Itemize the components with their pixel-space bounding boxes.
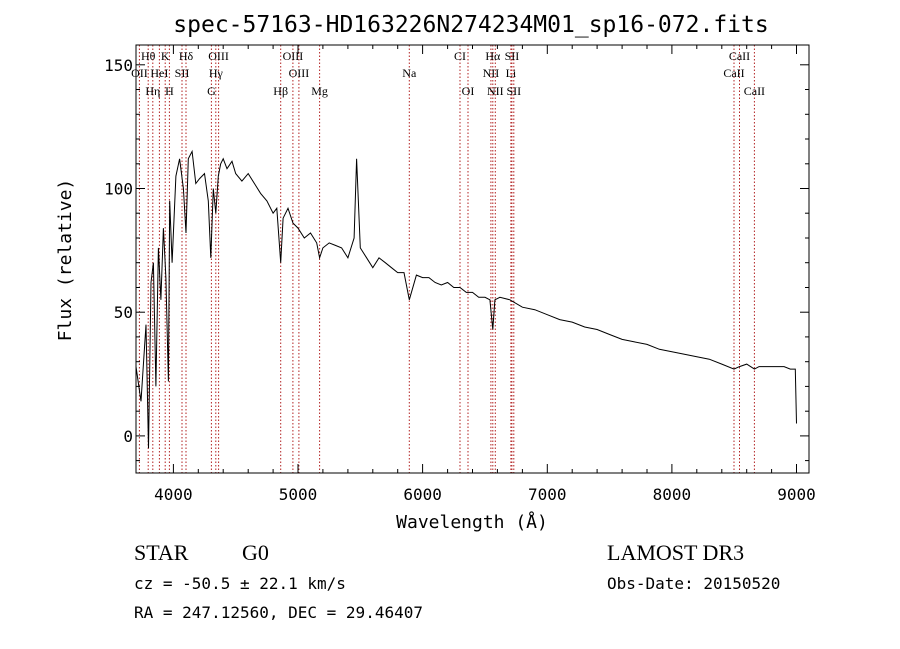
spectral-line-label: G <box>207 84 216 98</box>
spectral-line-label: CaII <box>744 84 765 98</box>
spectral-line-label: Hγ <box>209 66 224 80</box>
subclass: G0 <box>242 540 269 565</box>
spectral-line-label: Hη <box>145 84 160 98</box>
y-tick-label: 50 <box>114 303 133 322</box>
survey-name: LAMOST DR3 <box>607 540 745 565</box>
spectrum-line <box>135 149 797 449</box>
x-tick-label: 4000 <box>154 485 193 504</box>
spectral-line-label: OII <box>131 66 148 80</box>
spectral-line-label: Hδ <box>179 49 194 63</box>
y-axis-label: Flux (relative) <box>55 179 76 342</box>
x-tick-label: 9000 <box>777 485 816 504</box>
spectral-lines-layer <box>138 45 755 473</box>
spectral-line-label: H <box>165 84 174 98</box>
x-axis-label: Wavelength (Å) <box>396 511 548 533</box>
spectral-line-label: SII <box>505 49 520 63</box>
y-tick-label: 150 <box>104 56 133 75</box>
spectral-line-label: CaII <box>723 66 744 80</box>
spectral-line-label: CaII <box>729 49 750 63</box>
spectral-line-label: SII <box>506 84 521 98</box>
spectral-line-label: CI <box>454 49 466 63</box>
spectral-line-label: HeI <box>150 66 168 80</box>
x-tick-label: 6000 <box>403 485 442 504</box>
spectral-line-label: Hθ <box>141 49 156 63</box>
spectral-line-label: OI <box>462 84 475 98</box>
x-tick-label: 8000 <box>653 485 692 504</box>
x-tick-label: 7000 <box>528 485 567 504</box>
spectral-line-label: SII <box>175 66 190 80</box>
spectral-line-label: OIII <box>283 49 304 63</box>
spectral-line-label: Hα <box>485 49 501 63</box>
redshift-text: cz = -50.5 ± 22.1 km/s <box>134 574 346 593</box>
spectral-line-label: Li <box>506 66 517 80</box>
spectral-line-label: Mg <box>311 84 328 98</box>
y-tick-label: 100 <box>104 179 133 198</box>
line-labels-layer: Hθ K Hδ OIII OIII CI Hα SII CaII OII HeI SII Hγ OIII N… <box>131 49 765 98</box>
object-type: STAR <box>134 540 189 565</box>
spectral-line-label: Hβ <box>273 84 288 98</box>
spectral-line-label: NII <box>487 84 504 98</box>
spectral-line-label: K <box>161 49 170 63</box>
spectral-line-label: Na <box>402 66 417 80</box>
x-tick-label: 5000 <box>279 485 318 504</box>
plot-frame <box>135 44 810 474</box>
y-tick-label: 0 <box>123 427 133 446</box>
tick-labels-layer: 4000 5000 6000 7000 8000 9000 0 50 100 150 <box>104 56 816 504</box>
ticks-layer <box>136 45 809 473</box>
spectrum-layer <box>135 149 797 449</box>
spectral-line-label: NII <box>483 66 500 80</box>
chart-title: spec-57163-HD163226N274234M01_sp16-072.f… <box>173 12 768 38</box>
coordinates: RA = 247.12560, DEC = 29.46407 <box>134 603 423 622</box>
spectral-line-label: OIII <box>208 49 229 63</box>
spectral-line-label: OIII <box>289 66 310 80</box>
obs-date: Obs-Date: 20150520 <box>607 574 781 593</box>
